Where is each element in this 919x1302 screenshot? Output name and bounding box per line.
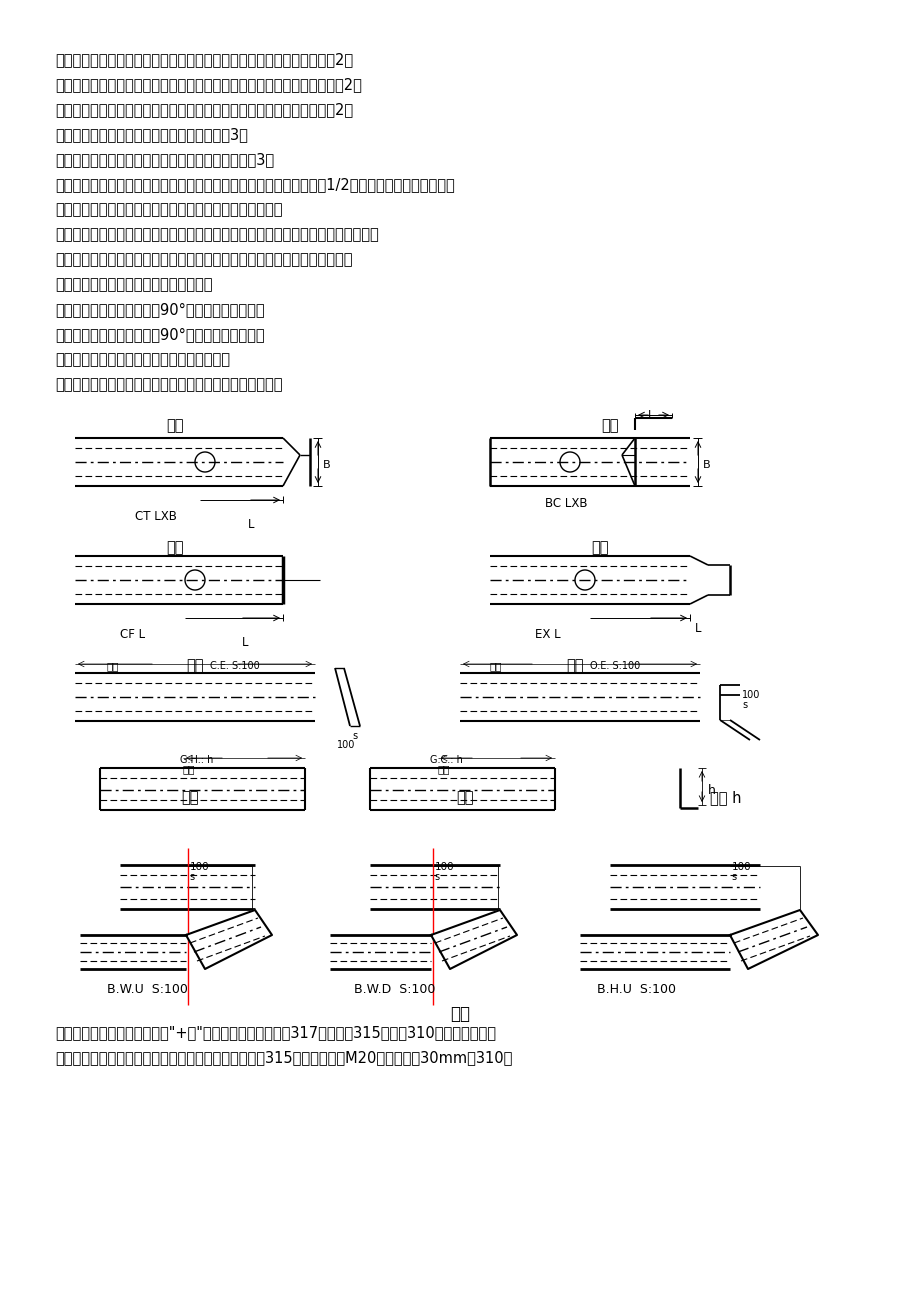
Text: 压扁: 压扁 bbox=[591, 540, 608, 555]
Circle shape bbox=[195, 452, 215, 473]
Text: L: L bbox=[242, 635, 248, 648]
Text: L: L bbox=[694, 622, 701, 635]
Text: 开角：使角钢两肢夹角大于90°的工艺，又叫开肢。: 开角：使角钢两肢夹角大于90°的工艺，又叫开肢。 bbox=[55, 302, 265, 316]
Text: 压扁：把角钢某处两肢压在一起的工艺。: 压扁：把角钢某处两肢压在一起的工艺。 bbox=[55, 277, 212, 292]
Text: 重心线：角钢两个截面的重力作用点的连线就是重心线，一般认为角钢1/2准线处即为其近似重心线。: 重心线：角钢两个截面的重力作用点的连线就是重心线，一般认为角钢1/2准线处即为其… bbox=[55, 177, 454, 191]
Text: B: B bbox=[323, 460, 330, 470]
Circle shape bbox=[574, 570, 595, 590]
Text: O.E. S:100: O.E. S:100 bbox=[589, 661, 640, 671]
Text: 100: 100 bbox=[742, 690, 759, 700]
Text: 正头：在图纸中，标注角钢为"+数"，就为正头（如下图中317角钢，注315角钢与310角钢也为正头，: 正头：在图纸中，标注角钢为"+数"，就为正头（如下图中317角钢，注315角钢与… bbox=[55, 1025, 495, 1040]
Text: L: L bbox=[647, 410, 653, 421]
Text: 因为是常规不进行标注，它们这时的正头是标准端距如315＃角钢螺栓为M20，则正头为30mm，310角: 因为是常规不进行标注，它们这时的正头是标准端距如315＃角钢螺栓为M20，则正头… bbox=[55, 1049, 512, 1065]
Text: 间距：在角钢肢平面内，同一准线上相邻两螺栓孔中心之间的距离。（见图2）: 间距：在角钢肢平面内，同一准线上相邻两螺栓孔中心之间的距离。（见图2） bbox=[55, 77, 361, 92]
Text: 切角：为防止角钢碰撞，将角钢端头一肢切去一角的工艺。: 切角：为防止角钢碰撞，将角钢端头一肢切去一角的工艺。 bbox=[55, 202, 282, 217]
Text: 开角: 开角 bbox=[565, 658, 584, 673]
Text: s: s bbox=[188, 872, 194, 881]
Text: CT LXB: CT LXB bbox=[135, 510, 176, 523]
Text: G.H.: h: G.H.: h bbox=[180, 755, 213, 766]
Circle shape bbox=[185, 570, 205, 590]
Polygon shape bbox=[186, 910, 272, 969]
Text: B.W.D  S:100: B.W.D S:100 bbox=[354, 983, 435, 996]
Text: G.C.: h: G.C.: h bbox=[429, 755, 462, 766]
Text: 心距：在角钢肢平面内，楞线与心线之间的垂直距离，又叫准距。（见图2）: 心距：在角钢肢平面内，楞线与心线之间的垂直距离，又叫准距。（见图2） bbox=[55, 52, 353, 66]
Text: 100: 100 bbox=[336, 740, 355, 750]
Text: 制弯：把角钢或板进行弯曲处理的工艺。分冷曲和热曲，热曲又称之为火曲。: 制弯：把角钢或板进行弯曲处理的工艺。分冷曲和热曲，热曲又称之为火曲。 bbox=[55, 253, 352, 267]
Polygon shape bbox=[729, 910, 817, 969]
Text: 卷边 h: 卷边 h bbox=[709, 790, 741, 805]
Text: s: s bbox=[742, 700, 746, 710]
Text: EX L: EX L bbox=[535, 628, 560, 641]
Circle shape bbox=[560, 452, 579, 473]
Text: 铲背: 铲背 bbox=[181, 790, 199, 805]
Text: 切肢: 切肢 bbox=[166, 540, 184, 555]
Text: 端距：在角钢肢平面内，角钢端头与首个螺栓孔中心之间的距离。（见图2）: 端距：在角钢肢平面内，角钢端头与首个螺栓孔中心之间的距离。（见图2） bbox=[55, 102, 353, 117]
Text: C.E. S:100: C.E. S:100 bbox=[210, 661, 259, 671]
Text: 合角: 合角 bbox=[186, 658, 203, 673]
Text: 长度: 长度 bbox=[490, 661, 502, 671]
Text: 合角：使角钢两肢夹角小于90°的工艺，又叫合肢。: 合角：使角钢两肢夹角小于90°的工艺，又叫合肢。 bbox=[55, 327, 265, 342]
Text: CF L: CF L bbox=[119, 628, 145, 641]
Text: L: L bbox=[248, 518, 255, 531]
Text: 100: 100 bbox=[435, 862, 454, 872]
Text: 清根: 清根 bbox=[456, 790, 473, 805]
Text: s: s bbox=[434, 872, 438, 881]
Text: h: h bbox=[708, 784, 715, 797]
Text: 轧制边距：准线与轧制边之间的距离。（见图3）: 轧制边距：准线与轧制边之间的距离。（见图3） bbox=[55, 128, 247, 142]
Text: B.W.U  S:100: B.W.U S:100 bbox=[107, 983, 187, 996]
Text: 切肢：在角钢端头处，两肢同时被一平面切割形成的缺口或一肢被整个切去的工艺。: 切肢：在角钢端头处，两肢同时被一平面切割形成的缺口或一肢被整个切去的工艺。 bbox=[55, 227, 379, 242]
Text: 长度: 长度 bbox=[183, 764, 196, 773]
Polygon shape bbox=[430, 910, 516, 969]
Text: s: s bbox=[352, 730, 357, 741]
Text: 火曲: 火曲 bbox=[449, 1005, 470, 1023]
Text: 铲背：去除角钢外楞直角的工艺，又叫铲棱。: 铲背：去除角钢外楞直角的工艺，又叫铲棱。 bbox=[55, 352, 230, 367]
Text: 100: 100 bbox=[732, 862, 751, 872]
Text: 长度: 长度 bbox=[437, 764, 450, 773]
Text: BC LXB: BC LXB bbox=[544, 497, 587, 510]
Text: 100: 100 bbox=[190, 862, 210, 872]
Text: B: B bbox=[702, 460, 709, 470]
Text: 清根：去除角钢内圆弧变为直角的工艺，又叫铲心或去弧。: 清根：去除角钢内圆弧变为直角的工艺，又叫铲心或去弧。 bbox=[55, 378, 282, 392]
Text: 切角边距：螺栓孔中心与切角边之间的距离。（见图3）: 切角边距：螺栓孔中心与切角边之间的距离。（见图3） bbox=[55, 152, 274, 167]
Text: 长度: 长度 bbox=[107, 661, 119, 671]
Text: B.H.U  S:100: B.H.U S:100 bbox=[596, 983, 675, 996]
Text: 切肢: 切肢 bbox=[601, 418, 618, 434]
Text: s: s bbox=[731, 872, 735, 881]
Text: 切角: 切角 bbox=[166, 418, 184, 434]
